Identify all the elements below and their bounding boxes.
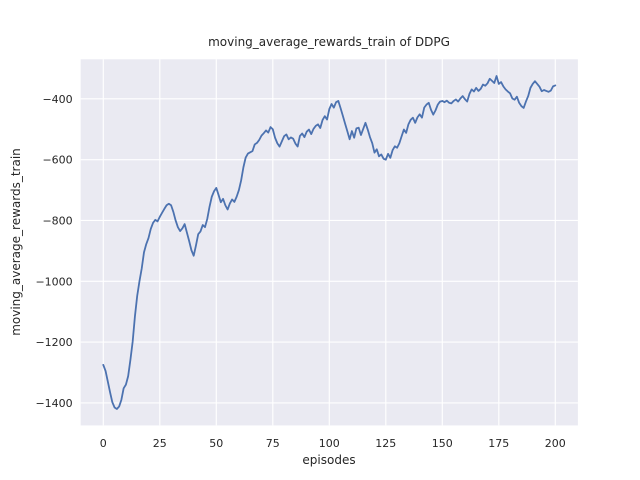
x-tick-label: 150 — [432, 437, 453, 450]
x-axis-label: episodes — [302, 453, 355, 467]
series-layer — [102, 75, 557, 410]
x-tick-label: 75 — [266, 437, 280, 450]
grid-lines — [80, 59, 578, 426]
chart-title: moving_average_rewards_train of DDPG — [208, 35, 450, 49]
x-tick-label: 100 — [319, 437, 340, 450]
y-axis-label: moving_average_rewards_train — [9, 148, 23, 336]
y-tick-label: −1000 — [35, 275, 72, 288]
y-tick-label: −600 — [42, 154, 72, 167]
x-tick-label: 125 — [375, 437, 396, 450]
series-line-ddpg — [102, 75, 557, 410]
y-tick-label: −400 — [42, 93, 72, 106]
x-tick-label: 0 — [100, 437, 107, 450]
y-tick-label: −1400 — [35, 397, 72, 410]
y-tick-labels: −400 −600 −800 −1000 −1200 −1400 — [35, 93, 72, 410]
y-tick-label: −800 — [42, 214, 72, 227]
x-tick-label: 200 — [545, 437, 566, 450]
x-tick-label: 175 — [488, 437, 509, 450]
x-tick-labels: 0 25 50 75 100 125 150 175 200 — [100, 437, 566, 450]
y-tick-label: −1200 — [35, 336, 72, 349]
x-tick-label: 25 — [153, 437, 167, 450]
x-tick-label: 50 — [209, 437, 223, 450]
